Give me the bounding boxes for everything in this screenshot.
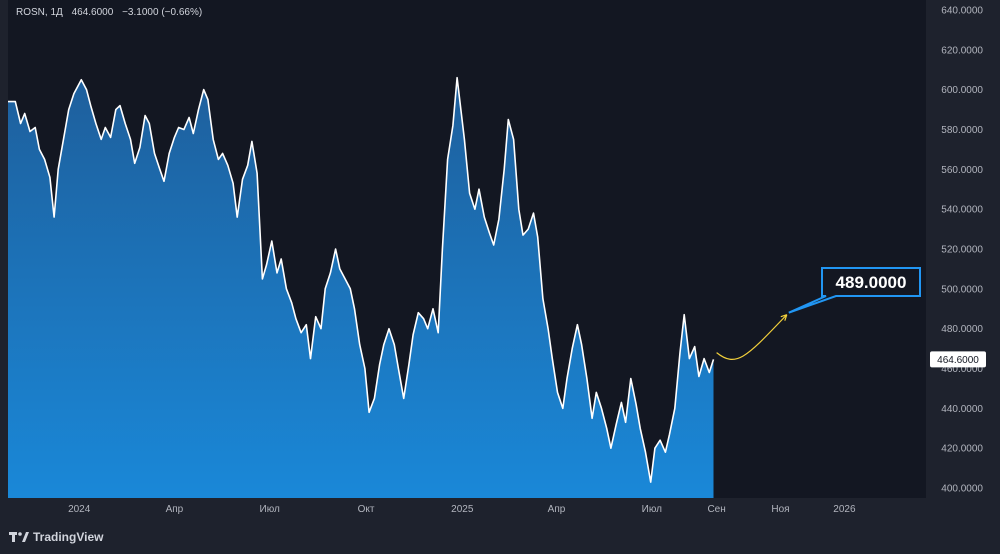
brand-name: TradingView: [33, 530, 104, 544]
tradingview-logo-icon: [9, 532, 29, 542]
legend-interval[interactable]: 1Д: [50, 7, 63, 18]
forecast-callout[interactable]: [788, 267, 921, 314]
legend-separator: ,: [44, 7, 51, 18]
x-tick-label: Июл: [642, 504, 662, 515]
y-tick-label: 400.0000: [941, 484, 983, 495]
y-tick-label: 600.0000: [941, 85, 983, 96]
y-tick-label: 520.0000: [941, 245, 983, 256]
forecast-arrow-head: [780, 314, 788, 321]
y-tick-label: 480.0000: [941, 324, 983, 335]
x-tick-label: Апр: [166, 504, 184, 515]
x-tick-label: Ноя: [771, 504, 789, 515]
x-tick-label: Июл: [260, 504, 280, 515]
x-tick-label: 2026: [833, 504, 856, 515]
y-tick-label: 620.0000: [941, 45, 983, 56]
y-tick-label: 440.0000: [941, 404, 983, 415]
x-tick-label: 2024: [68, 504, 91, 515]
legend-symbol[interactable]: ROSN: [16, 7, 45, 18]
x-tick-label: 2025: [451, 504, 474, 515]
legend-change: −3.1000: [122, 7, 159, 18]
forecast-target-label: 489.0000: [836, 273, 907, 292]
price-area: [8, 77, 714, 498]
forecast-curve: [716, 314, 788, 360]
last-price-badge: [930, 351, 986, 368]
y-tick-label: 580.0000: [941, 125, 983, 136]
x-tick-label: Сен: [707, 504, 725, 515]
legend-change-percent: (−0.66%): [161, 7, 203, 18]
symbol-legend: ROSN, 1Д 464.6000 −3.1000 (−0.66%): [16, 7, 202, 18]
y-tick-label: 460.0000: [941, 364, 983, 375]
y-tick-label: 640.0000: [941, 6, 983, 17]
y-tick-label: 420.0000: [941, 444, 983, 455]
y-tick-label: 500.0000: [941, 284, 983, 295]
legend-last-price: 464.6000: [71, 7, 114, 18]
y-tick-label: 560.0000: [941, 165, 983, 176]
x-tick-label: Окт: [358, 504, 375, 515]
tradingview-logo[interactable]: TradingView: [9, 530, 103, 544]
y-tick-label: 540.0000: [941, 205, 983, 216]
price-line: [8, 76, 715, 483]
x-tick-label: Апр: [548, 504, 566, 515]
last-price-label: 464.6000: [937, 355, 979, 366]
